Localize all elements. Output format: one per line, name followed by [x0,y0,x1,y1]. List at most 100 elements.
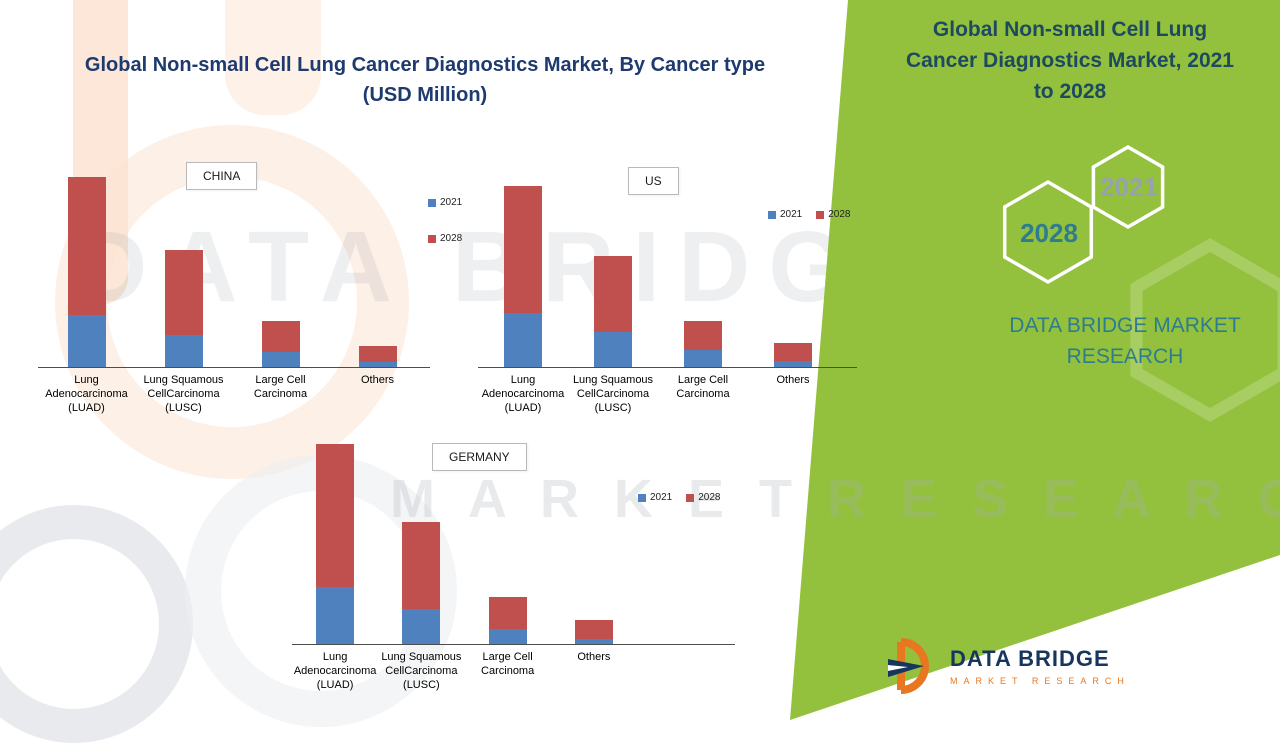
legend-item: 2028 [428,233,462,244]
category-label: Large Cell Carcinoma [676,374,730,400]
watermark-shape-wedge [225,0,321,115]
bar-segment-2021 [488,629,527,644]
category-labels: Lung Adenocarcinoma (LUAD) Lung Squamous … [478,368,857,415]
stacked-bar [402,522,441,644]
bar-segment-2028 [774,343,812,361]
legend-item: 2028 [816,209,851,220]
bar-segment-2028 [164,250,203,335]
category-label: Lung Squamous CellCarcinoma (LUSC) [143,374,224,414]
bar-segment-2028 [594,256,632,332]
chart-region-label: GERMANY [432,443,527,471]
bar-segment-2028 [358,346,397,362]
bar-slot [568,160,658,367]
plot-area [38,160,430,368]
bar-slot [292,437,378,644]
legend-label: 2021 [440,197,463,208]
stacked-bar [67,177,106,367]
bar-slot [478,160,568,367]
legend-swatch [428,234,436,243]
legend-swatch [686,493,695,502]
bar-segment-2021 [574,639,613,644]
bar-segment-2028 [504,186,542,313]
side-panel-title: Global Non-small Cell Lung Cancer Diagno… [906,18,1234,103]
bar-slot [551,437,637,644]
data-bridge-logo-icon [888,638,929,694]
year-2028-label: 2028 [1020,218,1078,248]
chart-germany: GERMANY 2021 2028 Lung Adenocarcinoma (LU… [292,437,735,692]
legend-swatch [768,210,776,219]
stacked-bar [774,343,812,367]
bar-slot [658,160,748,367]
legend: 2021 2028 [428,197,462,244]
bar-segment-2028 [67,177,106,315]
watermark-text-databridge: DATA BRIDGE [75,211,949,323]
legend: 2021 2028 [638,492,721,503]
legend-item: 2021 [428,197,462,208]
category-labels: Lung Adenocarcinoma (LUAD) Lung Squamous … [292,645,735,692]
bar-segment-2021 [684,350,722,367]
category-label: Lung Adenocarcinoma (LUAD) [293,651,377,691]
bar-segment-2021 [504,313,542,367]
stacked-bar [261,321,300,367]
bar-segment-2021 [774,361,812,367]
stacked-bar [594,256,632,367]
stacked-bar [684,321,722,367]
logo-name: DATA BRIDGE [950,646,1110,671]
bar-segment-2021 [67,315,106,367]
logo-tagline: MARKET RESEARCH [950,676,1130,686]
category-label: Lung Adenocarcinoma (LUAD) [45,374,128,414]
year-2021-label: 2021 [1100,172,1158,202]
category-label: Others [577,651,611,663]
bar-segment-2021 [594,332,632,367]
category-label: Lung Adenocarcinoma (LUAD) [481,374,565,414]
logo-text: DATA BRIDGE MARKET RESEARCH [950,646,1130,686]
stacked-bar [316,444,355,644]
category-label: Large Cell Carcinoma [481,651,535,677]
bar-segment-2021 [261,352,300,367]
bar-slot [465,437,551,644]
legend-label: 2021 [780,209,803,220]
bar-segment-2021 [316,587,355,644]
legend-swatch [428,198,436,207]
legend-label: 2028 [698,492,721,503]
bar-slot [135,160,232,367]
chart-china: CHINA 2021 2028 Lung Adenocarcinoma (LUAD… [38,160,462,415]
watermark-shape-gray-ring [0,505,193,743]
category-label: Large Cell Carcinoma [253,374,308,400]
category-label: Lung Squamous CellCarcinoma (LUSC) [572,374,654,414]
category-label: Others [776,374,810,386]
stacked-bar [574,620,613,644]
legend-item: 2021 [768,209,802,220]
hexagon-2028 [1002,179,1094,285]
page-title-line1: Global Non-small Cell Lung Cancer Diagno… [84,54,766,76]
stacked-bar [358,346,397,367]
chart-region-label: US [628,167,679,195]
bar-segment-2028 [488,597,527,629]
category-labels: Lung Adenocarcinoma (LUAD) Lung Squamous … [38,368,430,415]
bar-segment-2021 [402,609,441,644]
legend-label: 2021 [650,492,673,503]
bar-segment-2028 [684,321,722,350]
chart-us: US 2021 2028 Lung Adenocarcinoma (LUAD) Lu… [478,160,857,415]
chart-region-label: CHINA [186,162,258,190]
legend-swatch [638,493,646,502]
stacked-bar [164,250,203,367]
bar-slot [329,160,426,367]
bar-segment-2028 [261,321,300,352]
page-title: Global Non-small Cell Lung Cancer Diagno… [30,50,820,110]
hexagon-graphic [1002,144,1280,422]
category-label: Others [360,374,394,386]
bar-segment-2028 [402,522,441,609]
watermark-text-marketresearch: M A R K E T R E S E A R C H [390,469,1280,529]
category-label: Lung Squamous CellCarcinoma (LUSC) [381,651,462,691]
bar-segment-2021 [164,335,203,367]
hexagon-ghost [1130,238,1280,422]
plot-area [478,160,857,368]
bar-slot [378,437,464,644]
stacked-bar [488,597,527,644]
bar-segment-2028 [316,444,355,587]
bar-slot [38,160,135,367]
legend-label: 2028 [440,233,463,244]
legend-swatch [816,210,825,219]
page-title-line2: (USD Million) [362,84,488,106]
